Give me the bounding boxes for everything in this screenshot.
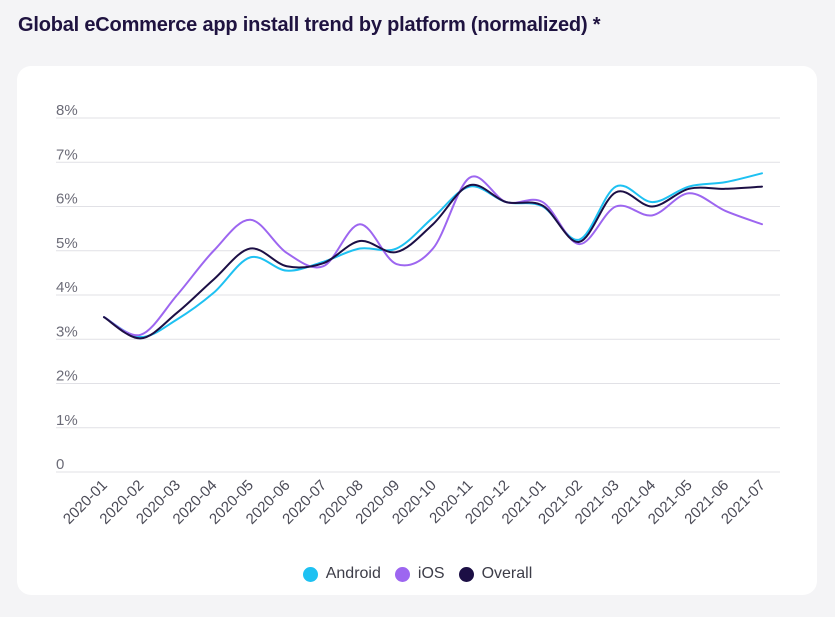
data-point-overall[interactable]: [430, 221, 436, 227]
y-tick-label: 2%: [56, 368, 78, 385]
data-point-overall[interactable]: [722, 186, 728, 192]
legend-item-ios[interactable]: iOS: [394, 565, 445, 583]
y-tick-label: 7%: [56, 146, 78, 163]
series-line-ios[interactable]: [103, 175, 763, 337]
y-tick-label: 6%: [56, 191, 78, 208]
y-tick-label: 8%: [56, 102, 78, 119]
data-point-ios[interactable]: [211, 248, 217, 254]
data-point-android[interactable]: [211, 290, 217, 296]
data-point-overall[interactable]: [467, 182, 473, 188]
legend-overall-dot: [458, 566, 474, 582]
data-point-overall[interactable]: [320, 260, 326, 266]
data-point-ios[interactable]: [430, 246, 436, 252]
data-point-android[interactable]: [613, 184, 619, 190]
chart-title: Global eCommerce app install trend by pl…: [18, 14, 601, 36]
data-point-overall[interactable]: [284, 263, 290, 269]
data-point-ios[interactable]: [284, 250, 290, 256]
data-point-overall[interactable]: [503, 199, 509, 205]
data-point-ios[interactable]: [467, 175, 473, 181]
y-axis-ticks: 0 1% 2% 3% 4% 5% 6% 7% 8%: [56, 102, 78, 473]
data-point-android[interactable]: [759, 170, 765, 176]
data-point-android[interactable]: [247, 254, 253, 260]
data-point-overall[interactable]: [393, 249, 399, 255]
y-tick-label: 1%: [56, 412, 78, 429]
y-tick-label: 4%: [56, 279, 78, 296]
series-lines: [101, 170, 765, 341]
data-point-overall[interactable]: [686, 186, 692, 192]
data-point-ios[interactable]: [393, 261, 399, 267]
legend-android-label: Android: [325, 565, 381, 582]
data-point-ios[interactable]: [247, 217, 253, 223]
legend-ios-label: iOS: [417, 565, 445, 582]
data-point-overall[interactable]: [649, 204, 655, 210]
legend-item-android[interactable]: Android: [302, 565, 381, 583]
grid-lines: [56, 117, 780, 473]
data-point-overall[interactable]: [759, 184, 765, 190]
data-point-ios[interactable]: [174, 292, 180, 298]
data-point-overall[interactable]: [540, 203, 546, 209]
data-point-android[interactable]: [174, 316, 180, 322]
data-point-overall[interactable]: [576, 239, 582, 245]
data-point-overall[interactable]: [174, 310, 180, 316]
y-tick-label: 5%: [56, 235, 78, 252]
legend-overall-label: Overall: [481, 565, 533, 582]
data-point-ios[interactable]: [649, 212, 655, 218]
data-point-overall[interactable]: [211, 277, 217, 283]
chart-card: [17, 66, 817, 595]
data-point-android[interactable]: [430, 215, 436, 221]
data-point-ios[interactable]: [722, 208, 728, 214]
y-tick-label: 0: [56, 456, 64, 473]
series-line-android[interactable]: [103, 172, 763, 339]
data-point-ios[interactable]: [613, 204, 619, 210]
legend-ios-dot: [394, 566, 410, 582]
legend-item-overall[interactable]: Overall: [458, 565, 533, 583]
legend-android-dot: [302, 566, 318, 582]
data-point-overall[interactable]: [247, 246, 253, 252]
x-axis-ticks: 2020-012020-022020-032020-042020-052020-…: [60, 477, 769, 528]
data-point-overall[interactable]: [613, 189, 619, 195]
data-point-android[interactable]: [357, 246, 363, 252]
data-point-android[interactable]: [722, 179, 728, 185]
data-point-overall[interactable]: [357, 238, 363, 244]
legend: Android iOS Overall: [0, 565, 835, 583]
data-point-ios[interactable]: [759, 221, 765, 227]
y-tick-label: 3%: [56, 323, 78, 340]
series-line-overall[interactable]: [103, 183, 763, 340]
data-point-overall[interactable]: [101, 314, 107, 320]
data-point-ios[interactable]: [357, 221, 363, 227]
data-point-overall[interactable]: [138, 335, 144, 341]
